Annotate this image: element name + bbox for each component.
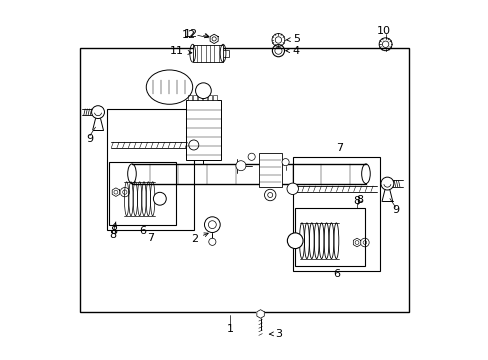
Circle shape — [286, 183, 298, 194]
Polygon shape — [256, 310, 264, 318]
Text: 8: 8 — [353, 196, 360, 206]
Text: 7: 7 — [147, 233, 154, 243]
Text: 8: 8 — [110, 226, 118, 236]
Polygon shape — [210, 34, 218, 44]
Polygon shape — [112, 188, 120, 197]
Text: 8: 8 — [108, 223, 116, 240]
Text: 8: 8 — [355, 195, 363, 204]
Text: 10: 10 — [376, 26, 390, 36]
Text: 12: 12 — [183, 28, 208, 39]
Bar — [193, 95, 197, 100]
Bar — [198, 95, 202, 100]
Bar — [109, 162, 175, 225]
Bar — [292, 157, 380, 271]
Text: 7: 7 — [336, 143, 343, 153]
Bar — [258, 153, 282, 187]
Circle shape — [235, 161, 245, 171]
Circle shape — [380, 177, 393, 190]
Circle shape — [153, 192, 166, 205]
Circle shape — [195, 83, 211, 99]
Bar — [185, 100, 221, 160]
Bar — [192, 45, 223, 62]
Text: 11: 11 — [169, 46, 191, 57]
Bar — [223, 50, 229, 57]
Text: 9: 9 — [391, 205, 398, 215]
Text: 1: 1 — [226, 324, 233, 334]
Circle shape — [247, 153, 255, 160]
Text: 3: 3 — [269, 329, 281, 339]
Text: 2: 2 — [190, 233, 208, 244]
Bar — [203, 95, 207, 100]
Bar — [107, 109, 194, 230]
Bar — [213, 95, 217, 100]
Bar — [80, 48, 408, 312]
Bar — [208, 95, 212, 100]
Circle shape — [264, 189, 275, 201]
Text: 9: 9 — [86, 134, 93, 144]
Text: 12: 12 — [182, 30, 196, 40]
Circle shape — [287, 233, 303, 249]
Polygon shape — [353, 238, 360, 247]
Text: 6: 6 — [139, 226, 146, 236]
Bar — [188, 95, 192, 100]
Text: 5: 5 — [286, 34, 299, 44]
Text: 6: 6 — [333, 269, 340, 279]
Circle shape — [91, 106, 104, 118]
Circle shape — [188, 140, 198, 150]
Circle shape — [208, 238, 216, 246]
Circle shape — [204, 217, 220, 233]
Circle shape — [282, 158, 288, 166]
Bar — [295, 207, 364, 266]
Text: 4: 4 — [285, 46, 299, 56]
